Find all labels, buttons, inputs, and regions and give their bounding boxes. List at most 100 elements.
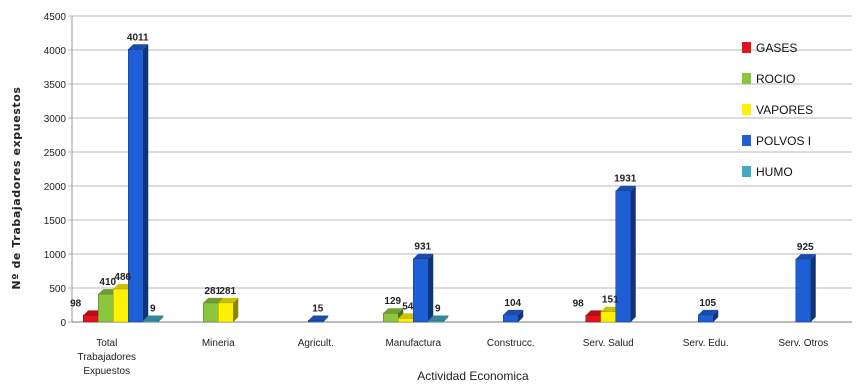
bar bbox=[128, 44, 149, 323]
y-tick-label: 1000 bbox=[44, 250, 67, 261]
x-tick-label: Construcc. bbox=[487, 338, 535, 349]
bar-front bbox=[113, 288, 129, 323]
bar-front bbox=[83, 315, 99, 323]
y-tick-label: 1500 bbox=[44, 216, 67, 227]
y-axis-ticks: 0 500 1000 1500 2000 2500 3000 3500 4000 4500 bbox=[44, 12, 67, 329]
data-label: 54 bbox=[402, 301, 414, 312]
legend-label: VAPORES bbox=[756, 103, 813, 117]
legend-item: HUMO bbox=[742, 165, 793, 179]
bar bbox=[503, 309, 524, 323]
y-tick-label: 2000 bbox=[44, 182, 67, 193]
y-tick-label: 3000 bbox=[44, 114, 67, 125]
legend-label: ROCIO bbox=[756, 72, 795, 86]
y-tick-label: 3500 bbox=[44, 80, 67, 91]
bar-series bbox=[83, 44, 816, 323]
bar-side bbox=[428, 253, 434, 322]
data-label: 486 bbox=[114, 272, 131, 283]
bar-front bbox=[615, 190, 631, 323]
bar bbox=[615, 185, 636, 323]
bar-side bbox=[143, 44, 149, 322]
x-tick-label: Manufactura bbox=[385, 338, 441, 349]
data-label: 129 bbox=[384, 296, 401, 307]
legend-swatch bbox=[742, 135, 751, 146]
bar-side bbox=[713, 309, 719, 322]
y-tick-label: 4000 bbox=[44, 46, 67, 57]
x-tick-label: Total Trabajadores Expuestos bbox=[77, 338, 136, 377]
data-label: 410 bbox=[99, 277, 116, 288]
bar-front bbox=[128, 49, 144, 323]
bar-top bbox=[428, 315, 449, 321]
bar-side bbox=[518, 309, 524, 322]
bar-front bbox=[698, 314, 714, 323]
legend-label: POLVOS I bbox=[756, 134, 811, 148]
legend-item: GASES bbox=[742, 41, 797, 55]
bar-side bbox=[323, 315, 329, 322]
x-tick-label: Serv. Salud bbox=[583, 338, 634, 349]
bar-front bbox=[218, 302, 234, 323]
bar bbox=[795, 254, 816, 323]
data-label: 104 bbox=[504, 298, 521, 309]
data-label: 9 bbox=[150, 304, 156, 315]
bar-top bbox=[128, 44, 149, 50]
legend-item: POLVOS I bbox=[742, 134, 811, 148]
data-label: 925 bbox=[797, 242, 814, 253]
bar bbox=[218, 297, 239, 323]
bar-top bbox=[203, 297, 224, 303]
x-tick-label: Serv. Otros bbox=[778, 338, 828, 349]
legend-label: GASES bbox=[756, 41, 797, 55]
data-label: 281 bbox=[204, 286, 221, 297]
grid-lines bbox=[68, 15, 852, 323]
data-label: 9 bbox=[435, 304, 441, 315]
x-axis-ticks: Total Trabajadores Expuestos Mineria Agricul… bbox=[77, 338, 828, 377]
bar bbox=[698, 309, 719, 323]
data-label: 105 bbox=[699, 298, 716, 309]
bar-top bbox=[503, 309, 524, 315]
legend-swatch bbox=[742, 73, 751, 84]
bar-side bbox=[443, 315, 449, 322]
data-label: 4011 bbox=[127, 32, 149, 43]
x-tick-label: Mineria bbox=[202, 338, 235, 349]
data-label: 98 bbox=[70, 298, 82, 309]
data-label: 151 bbox=[602, 295, 619, 306]
bar-side bbox=[233, 297, 239, 322]
x-tick-label: Serv. Edu. bbox=[683, 338, 729, 349]
y-tick-label: 2500 bbox=[44, 148, 67, 159]
bar-front bbox=[585, 315, 601, 323]
bar bbox=[428, 315, 449, 323]
bar-top bbox=[218, 297, 239, 303]
data-label: 1931 bbox=[614, 174, 637, 185]
bar-top bbox=[308, 315, 329, 321]
bar-front bbox=[398, 318, 414, 323]
legend-swatch bbox=[742, 166, 751, 177]
legend-item: ROCIO bbox=[742, 72, 795, 86]
bar-top bbox=[143, 315, 164, 321]
bar-side bbox=[630, 185, 636, 322]
bar-top bbox=[615, 185, 636, 191]
bar-top bbox=[698, 309, 719, 315]
y-tick-label: 500 bbox=[49, 284, 66, 295]
bar bbox=[413, 253, 434, 323]
bar-front bbox=[600, 311, 616, 323]
legend-label: HUMO bbox=[756, 165, 793, 179]
legend-item: VAPORES bbox=[742, 103, 813, 117]
bar-top bbox=[383, 308, 404, 314]
bar-front bbox=[503, 314, 519, 323]
legend: GASES ROCIO VAPORES POLVOS I HUMO bbox=[742, 41, 813, 179]
data-label: 98 bbox=[573, 298, 585, 309]
data-label: 931 bbox=[414, 242, 431, 253]
y-tick-label: 0 bbox=[60, 318, 66, 329]
bar-front bbox=[143, 320, 159, 323]
bar-front bbox=[98, 293, 114, 323]
bar-front bbox=[383, 312, 399, 323]
bar-top bbox=[413, 253, 434, 259]
bar bbox=[308, 315, 329, 323]
bar-side bbox=[810, 254, 816, 322]
legend-swatch bbox=[742, 42, 751, 53]
plot-area bbox=[72, 16, 852, 322]
bar bbox=[143, 315, 164, 323]
x-axis-title: Actividad Economica bbox=[417, 369, 529, 383]
bar-front bbox=[308, 320, 324, 323]
y-axis-title: Nº de Trabajadores expuestos bbox=[10, 86, 23, 289]
